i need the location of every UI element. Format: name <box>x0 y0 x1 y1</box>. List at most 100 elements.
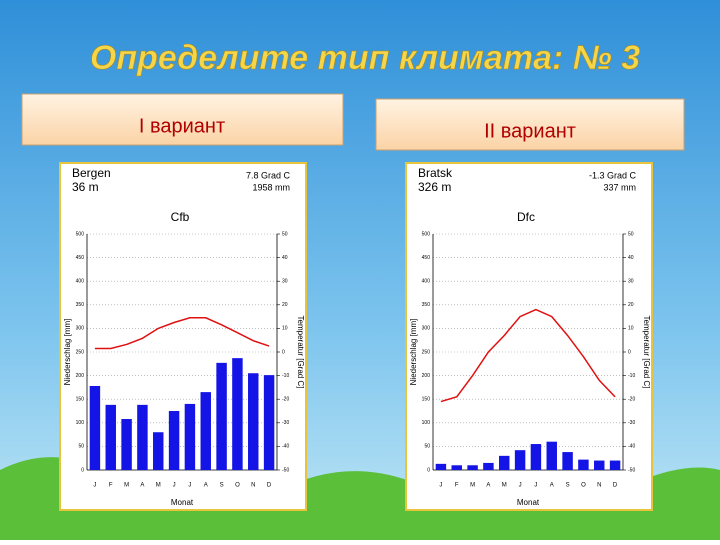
y-tick-label: 50 <box>78 444 84 450</box>
bar <box>105 404 116 470</box>
y-tick-label: 250 <box>422 349 431 355</box>
slide-title: Определите тип климата: № 3 <box>90 39 640 77</box>
x-tick-label: J <box>439 483 442 489</box>
x-tick-label: M <box>502 483 507 489</box>
x-tick-label: S <box>220 483 224 489</box>
bar <box>168 411 180 470</box>
bar <box>514 450 526 470</box>
y2-tick-label: 10 <box>282 326 288 332</box>
y2-tick-label: 20 <box>282 302 288 308</box>
y2-tick-label: -30 <box>628 420 635 426</box>
y-axis-label: Niederschlag [mm] <box>63 319 72 386</box>
x-tick-label: A <box>204 483 208 489</box>
x-tick-label: A <box>486 483 490 489</box>
y-tick-label: 450 <box>422 255 431 261</box>
x-tick-label: F <box>109 483 113 489</box>
y2-tick-label: 30 <box>282 279 288 285</box>
y2-tick-label: -50 <box>282 467 289 473</box>
annual-temperature: -1.3 Grad C <box>589 170 637 180</box>
y2-tick-label: 20 <box>628 302 634 308</box>
y2-tick-label: -50 <box>628 467 635 473</box>
station-name: Bergen <box>72 166 111 180</box>
bar <box>435 463 447 470</box>
annual-precipitation: 337 mm <box>603 182 636 192</box>
annual-temperature: 7.8 Grad C <box>246 170 291 180</box>
x-tick-label: N <box>597 483 601 489</box>
y2-tick-label: 40 <box>628 255 634 261</box>
bar <box>530 444 542 470</box>
x-tick-label: A <box>140 483 144 489</box>
x-tick-label: O <box>581 483 586 489</box>
x-tick-label: M <box>470 483 475 489</box>
x-tick-label: D <box>613 483 618 489</box>
y-tick-label: 0 <box>81 467 84 473</box>
y2-tick-label: -20 <box>282 397 289 403</box>
bar <box>121 419 132 470</box>
y-tick-label: 350 <box>76 302 85 308</box>
bar <box>137 404 148 470</box>
variant-box <box>21 93 344 146</box>
y-axis-label: Niederschlag [mm] <box>409 319 418 386</box>
climate-code: Cfb <box>171 210 190 224</box>
x-axis-label: Monat <box>517 498 540 507</box>
y2-axis-label: Temperatur [Grad C] <box>642 316 651 389</box>
y-tick-label: 150 <box>76 397 85 403</box>
y2-tick-label: -10 <box>628 373 635 379</box>
y2-tick-label: 30 <box>628 279 634 285</box>
temperature-line <box>440 308 616 403</box>
y-tick-label: 500 <box>76 231 85 237</box>
variant-box <box>375 98 685 151</box>
y-tick-label: 0 <box>427 467 430 473</box>
variant-label: I вариант <box>139 115 225 137</box>
x-tick-label: J <box>173 483 176 489</box>
x-tick-label: J <box>93 483 96 489</box>
y2-tick-label: -40 <box>282 444 289 450</box>
station-altitude: 36 m <box>72 180 99 194</box>
y2-tick-label: 50 <box>282 231 288 237</box>
bar <box>562 452 573 470</box>
y2-tick-label: -10 <box>282 373 289 379</box>
bar <box>483 462 494 470</box>
x-tick-label: M <box>124 483 129 489</box>
bar <box>467 465 478 470</box>
x-tick-label: D <box>267 483 272 489</box>
y-tick-label: 200 <box>422 373 431 379</box>
y-tick-label: 400 <box>422 279 431 285</box>
bar <box>578 459 589 470</box>
bar <box>499 455 510 470</box>
y-tick-label: 250 <box>76 349 85 355</box>
y-tick-label: 350 <box>422 302 431 308</box>
y2-tick-label: -30 <box>282 420 289 426</box>
x-tick-label: J <box>534 483 537 489</box>
y2-axis-label: Temperatur [Grad C] <box>296 316 305 389</box>
y-tick-label: 500 <box>422 231 431 237</box>
y2-tick-label: 0 <box>628 349 631 355</box>
station-altitude: 326 m <box>418 180 451 194</box>
y-tick-label: 450 <box>76 255 85 261</box>
bar <box>248 373 259 470</box>
variant-label: II вариант <box>484 120 576 142</box>
y-tick-label: 50 <box>424 444 430 450</box>
climate-code: Dfc <box>517 210 535 224</box>
bar <box>200 392 211 470</box>
y-tick-label: 200 <box>76 373 85 379</box>
chart-frame <box>405 162 653 511</box>
bar <box>216 362 227 470</box>
x-axis-label: Monat <box>171 498 194 507</box>
bar <box>263 375 275 470</box>
bar <box>609 460 621 470</box>
station-name: Bratsk <box>418 166 453 180</box>
bar <box>89 385 101 470</box>
y-tick-label: 400 <box>76 279 85 285</box>
temperature-line <box>94 317 270 350</box>
bar <box>594 460 605 470</box>
y2-tick-label: 40 <box>282 255 288 261</box>
x-tick-label: A <box>550 483 554 489</box>
x-tick-label: J <box>519 483 522 489</box>
y2-tick-label: -40 <box>628 444 635 450</box>
bar <box>184 403 196 470</box>
y-tick-label: 300 <box>76 326 85 332</box>
x-tick-label: J <box>188 483 191 489</box>
y-tick-label: 150 <box>422 397 431 403</box>
